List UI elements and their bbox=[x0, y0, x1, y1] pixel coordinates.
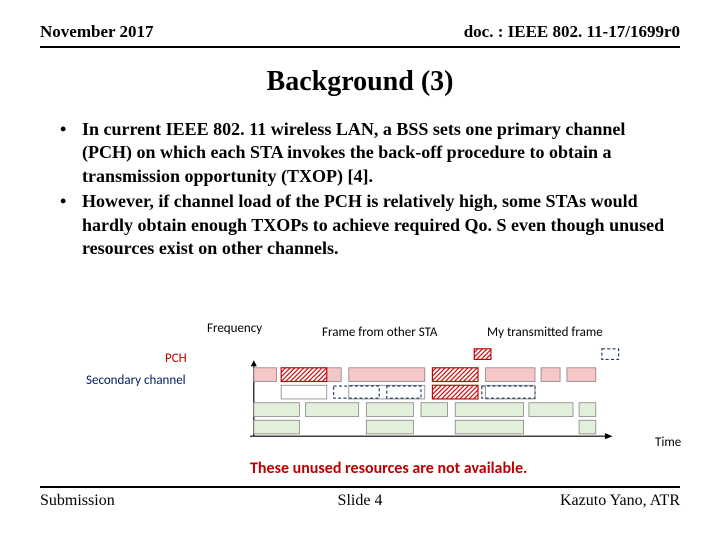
bullet-dot: • bbox=[60, 190, 82, 260]
bullet-item: • In current IEEE 802. 11 wireless LAN, … bbox=[60, 118, 670, 188]
row-label-secondary: Secondary channel bbox=[86, 373, 186, 388]
bullet-list: • In current IEEE 802. 11 wireless LAN, … bbox=[0, 98, 720, 260]
axis-label-frequency: Frequency bbox=[207, 321, 262, 336]
footer-left: Submission bbox=[40, 492, 115, 510]
footer-author: Kazuto Yano, ATR bbox=[560, 492, 680, 510]
header-doc: doc. : IEEE 802. 11-17/1699r0 bbox=[464, 22, 680, 42]
channel-chart bbox=[190, 345, 690, 440]
bullet-dot: • bbox=[60, 118, 82, 188]
bullet-text: In current IEEE 802. 11 wireless LAN, a … bbox=[82, 118, 670, 188]
row-label-pch: PCH bbox=[165, 351, 187, 366]
bullet-item: • However, if channel load of the PCH is… bbox=[60, 190, 670, 260]
header-date: November 2017 bbox=[40, 22, 153, 42]
legend-my-frame: My transmitted frame bbox=[487, 325, 603, 340]
page-title: Background (3) bbox=[0, 66, 720, 98]
bullet-text: However, if channel load of the PCH is r… bbox=[82, 190, 670, 260]
unused-message: These unused resources are not available… bbox=[250, 459, 527, 478]
footer-slide: Slide 4 bbox=[338, 492, 383, 510]
legend-frame-other: Frame from other STA bbox=[322, 325, 437, 340]
